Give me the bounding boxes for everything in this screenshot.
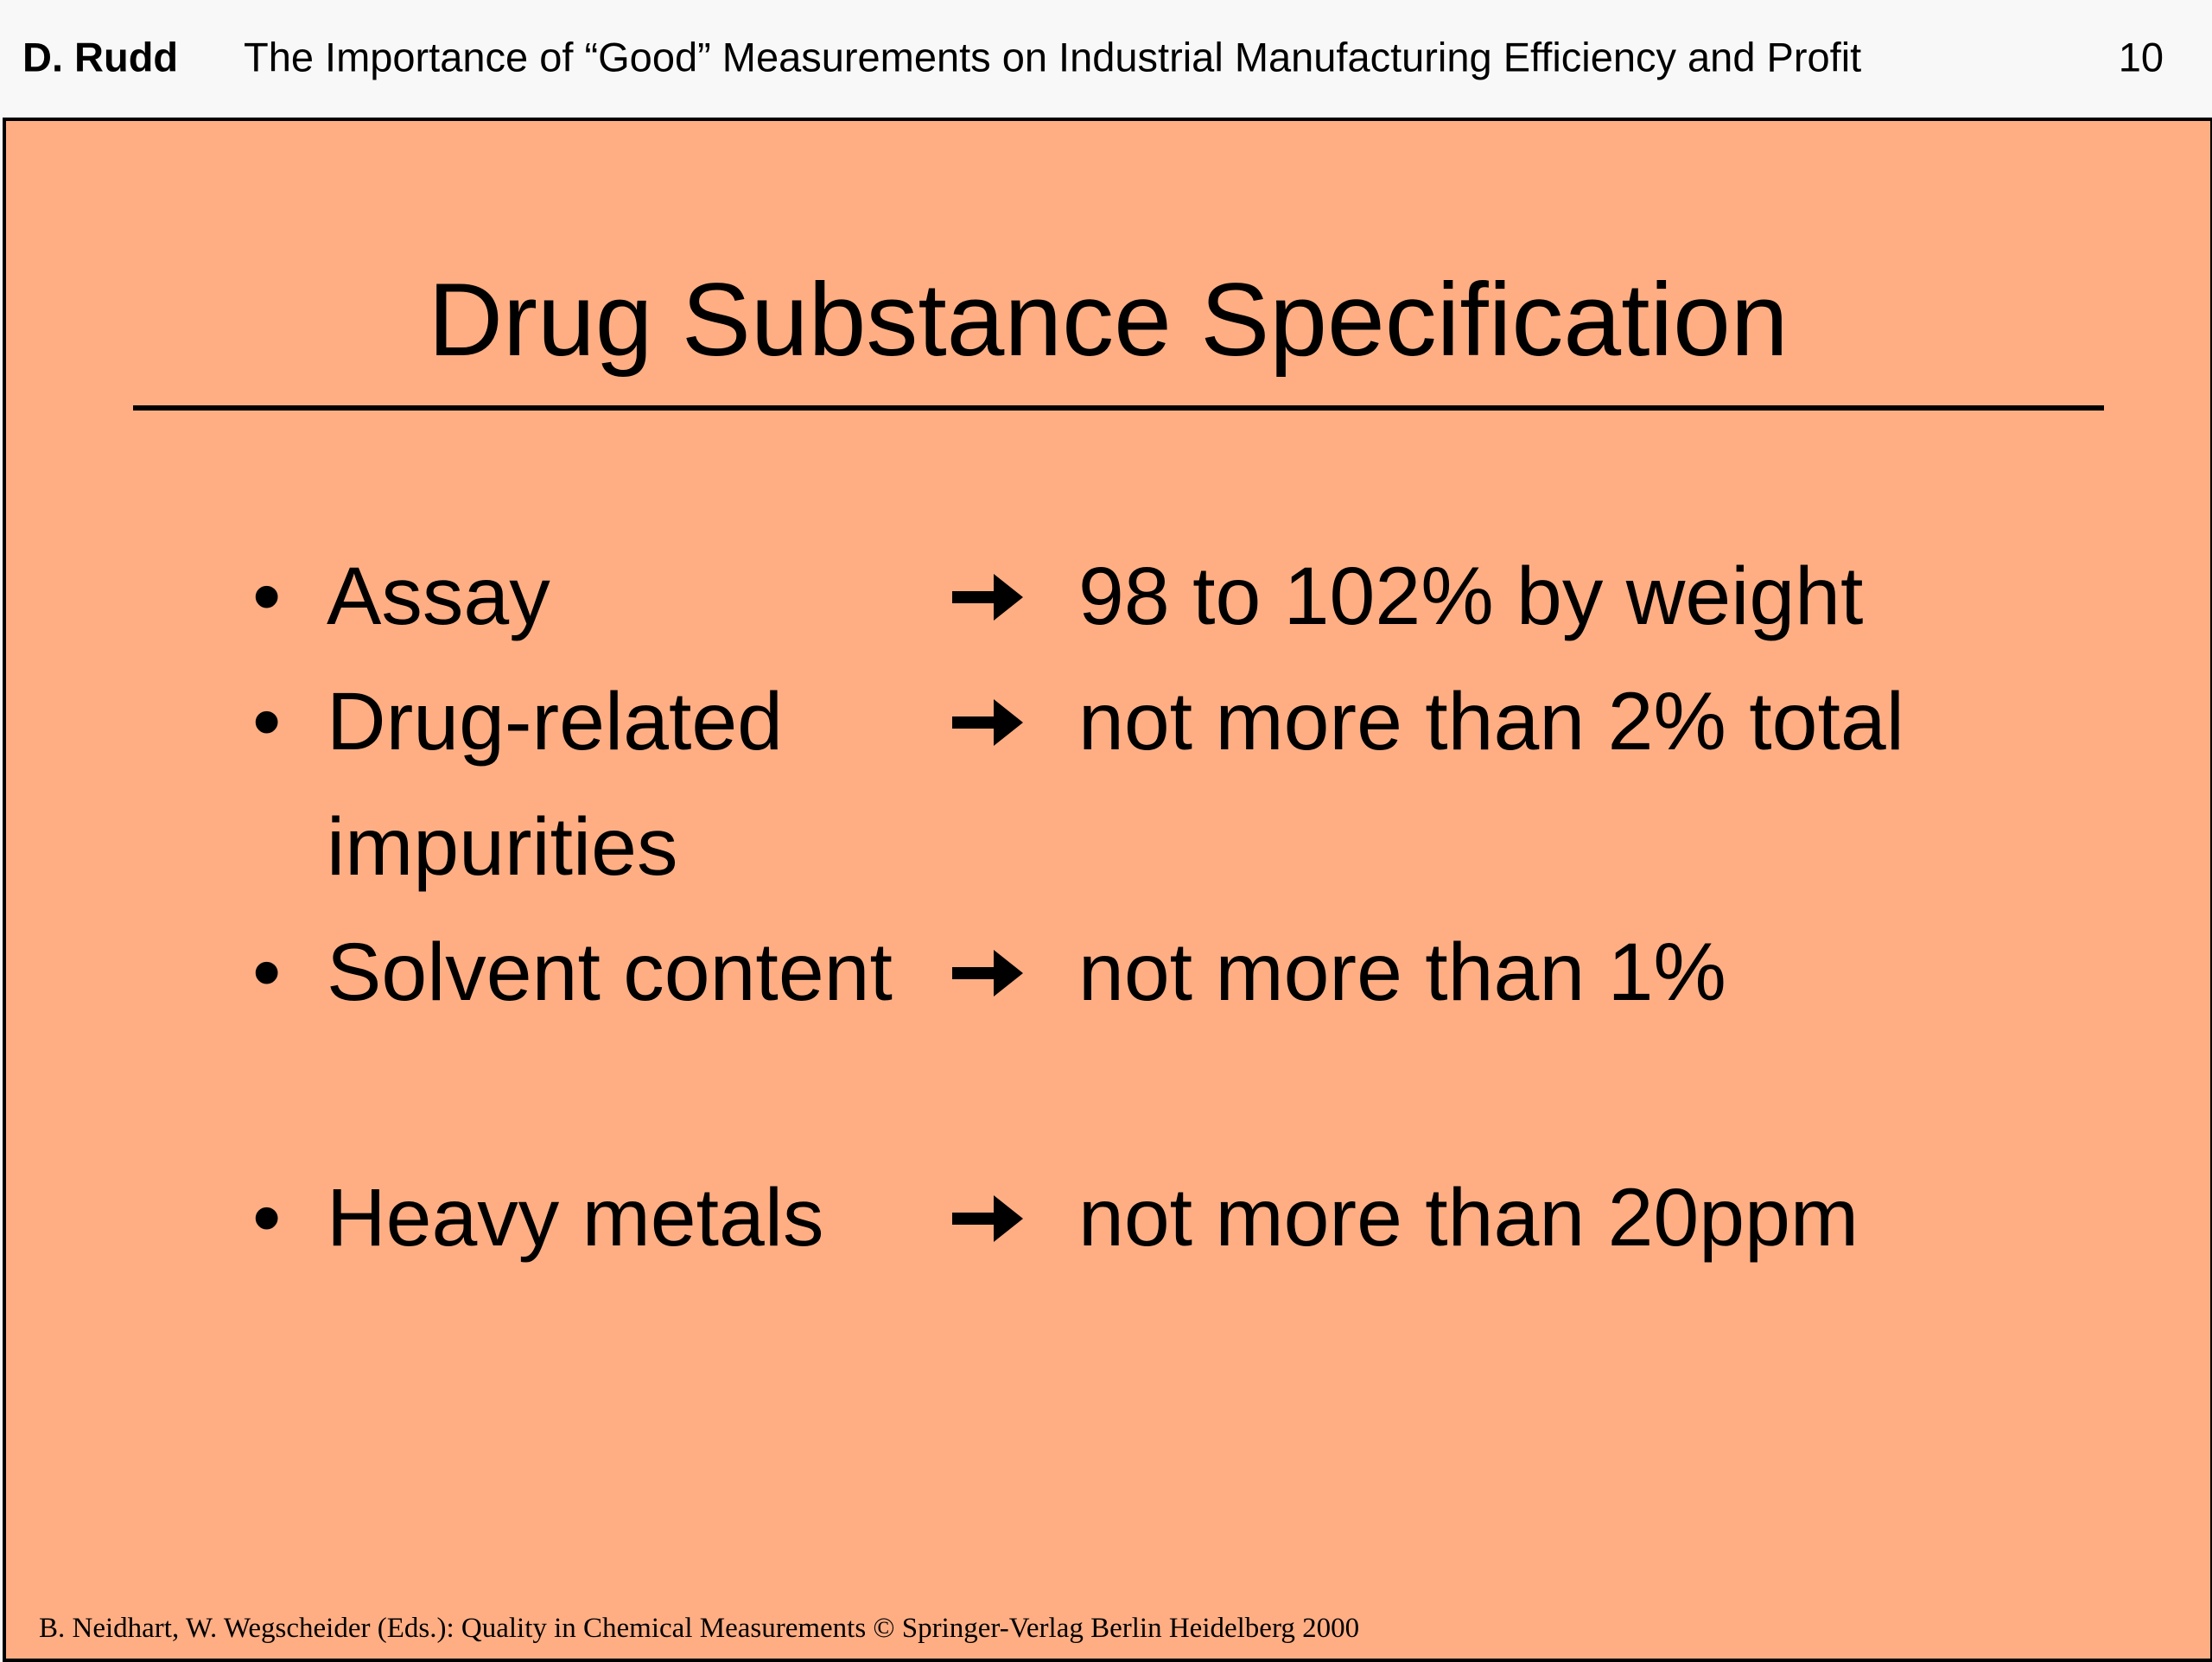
arrow-icon (952, 1194, 1023, 1242)
spec-value: not more than 20ppm (1078, 1172, 1859, 1264)
arrow-icon (952, 573, 1023, 621)
slide-title: Drug Substance Specification (428, 262, 1789, 378)
header-title: The Importance of “Good” Measurements on… (244, 34, 1862, 80)
spec-label: Assay (327, 551, 550, 642)
bullet: • (252, 927, 282, 1018)
bullet: • (252, 676, 282, 767)
arrow (949, 910, 1078, 1035)
arrow (949, 534, 1078, 659)
spec-label: Solvent content (327, 927, 893, 1018)
spec-label: Heavy metals (327, 1172, 824, 1264)
author: D. Rudd (22, 34, 179, 80)
spec-row: • Heavy metals not more than 20ppm (6, 1156, 2210, 1281)
divider (133, 405, 2104, 411)
arrow (949, 1156, 1078, 1281)
header: D. Rudd The Importance of “Good” Measure… (0, 0, 2212, 114)
spec-row: • Solvent content not more than 1% (6, 910, 2210, 1035)
bullet: • (252, 1172, 282, 1264)
slide: Drug Substance Specification • Assay 98 to… (3, 118, 2212, 1662)
spec-label: Drug-related impurities (327, 676, 784, 893)
spec-list: • Assay 98 to 102% by weight • Drug-related … (6, 534, 2210, 1281)
bullet: • (252, 551, 282, 642)
arrow-icon (952, 698, 1023, 746)
footer: B. Neidhart, W. Wegscheider (Eds.): Qual… (39, 1613, 1360, 1644)
spec-row: • Drug-related impurities not more than 2%… (6, 659, 2210, 910)
spec-value: not more than 1% (1078, 927, 1726, 1018)
spec-value: 98 to 102% by weight (1078, 551, 1864, 642)
spec-value: not more than 2% total (1078, 676, 1904, 767)
spec-row: • Assay 98 to 102% by weight (6, 534, 2210, 659)
page-number: 10 (2118, 34, 2164, 80)
arrow (949, 659, 1078, 785)
arrow-icon (952, 949, 1023, 997)
